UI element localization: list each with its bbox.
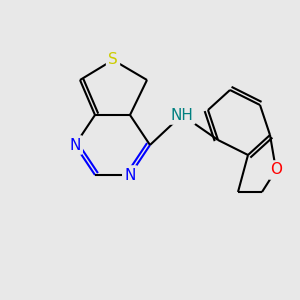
Text: N: N [69,137,81,152]
Text: O: O [270,163,282,178]
Text: NH: NH [171,107,194,122]
Text: S: S [108,52,118,68]
Text: N: N [124,167,136,182]
